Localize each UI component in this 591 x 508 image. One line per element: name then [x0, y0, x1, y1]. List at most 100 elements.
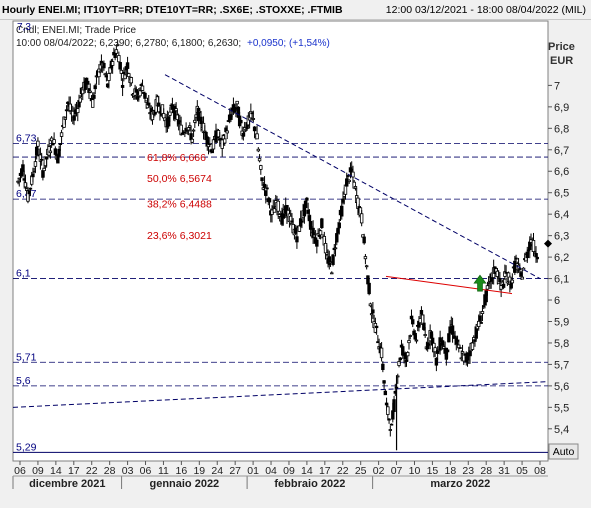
- candle-body: [157, 102, 161, 107]
- auto-button-label[interactable]: Auto: [553, 446, 575, 458]
- candle-body: [386, 406, 390, 415]
- candle-body: [364, 265, 369, 268]
- candle-body: [28, 187, 33, 190]
- y-tick-label-6,8: 6,8: [554, 123, 569, 135]
- candle-body: [48, 150, 53, 154]
- candle-body: [92, 94, 96, 99]
- legend-line-1: Cndl; ENEI.MI; Trade Price: [16, 25, 136, 36]
- candle-body: [470, 342, 475, 350]
- x-tick-label-28: 05: [516, 465, 528, 477]
- x-tick-label-14: 04: [265, 465, 277, 477]
- candle-body: [260, 177, 264, 182]
- candle-body: [33, 161, 38, 167]
- x-tick-label-4: 22: [86, 465, 98, 477]
- level-label-0: 6,73: [16, 132, 37, 144]
- x-tick-label-0: 06: [14, 465, 26, 477]
- price-chart[interactable]: 6,73 6,4 7 6,1 5,71 5,6 5,29 61,8% 6,666 50,0% 6…: [0, 20, 591, 508]
- candle-body: [347, 179, 351, 182]
- candle-body: [308, 220, 313, 230]
- candle-body: [190, 138, 195, 143]
- candle-body: [362, 236, 366, 244]
- candle-body: [223, 138, 227, 144]
- y-tick-label-6,7: 6,7: [554, 145, 569, 157]
- candle-body: [346, 175, 350, 177]
- candle-body: [196, 107, 201, 122]
- candle-body: [21, 164, 25, 172]
- candle-body: [257, 158, 262, 162]
- level-label-2: 6,1: [16, 268, 31, 280]
- candle-body: [484, 290, 488, 303]
- candle-body: [371, 309, 375, 314]
- candle-body: [440, 340, 445, 346]
- candle-body: [333, 247, 338, 250]
- candle-body: [383, 390, 388, 396]
- legend-change: +0,0950; (+1,54%): [247, 38, 330, 49]
- candle-body: [78, 97, 82, 103]
- x-tick-label-11: 24: [211, 465, 223, 477]
- candle-body: [411, 319, 415, 325]
- x-tick-label-8: 11: [158, 465, 169, 477]
- candle-body: [345, 178, 349, 187]
- candle-body: [330, 272, 334, 275]
- candle-body: [389, 423, 394, 426]
- fib-label-2: 38,2% 6,4488: [147, 199, 212, 211]
- candle-body: [267, 198, 272, 203]
- x-tick-label-26: 28: [480, 465, 492, 477]
- candle-body: [447, 333, 451, 343]
- candle-body: [434, 357, 439, 366]
- y-tick-label-5,4: 5,4: [554, 424, 569, 436]
- x-tick-label-21: 07: [391, 465, 403, 477]
- candle-body: [91, 99, 95, 108]
- x-tick-label-19: 25: [355, 465, 367, 477]
- candle-body: [392, 399, 396, 413]
- candle-body: [59, 132, 64, 137]
- candle-body: [211, 139, 216, 150]
- level-label-5: 5,29: [16, 441, 37, 453]
- candle-body: [119, 69, 124, 74]
- candle-body: [398, 357, 402, 361]
- candle-body: [31, 173, 35, 178]
- candle-body: [303, 200, 308, 209]
- candle-body: [337, 222, 341, 229]
- candle-body: [503, 271, 507, 277]
- y-tick-label-6,3: 6,3: [554, 231, 569, 243]
- candle-body: [255, 133, 259, 140]
- candle-body: [320, 218, 324, 229]
- candle-body: [514, 257, 518, 260]
- candle-body: [453, 335, 457, 339]
- candle-body: [531, 240, 536, 252]
- candle-body: [525, 251, 529, 259]
- candle-body: [359, 213, 364, 224]
- candle-body: [265, 187, 269, 190]
- y-tick-label-5,5: 5,5: [554, 402, 569, 414]
- chart-title: Hourly ENEI.MI; IT10YT=RR; DTE10YT=RR; .…: [2, 4, 343, 16]
- candle-body: [331, 254, 335, 265]
- candle-body: [174, 108, 178, 112]
- candle-body: [115, 44, 120, 47]
- candle-body: [93, 85, 97, 90]
- candle-body: [315, 239, 319, 247]
- candle-body: [191, 129, 196, 132]
- x-tick-label-9: 16: [176, 465, 188, 477]
- x-axis: 06 09 14 17 22 28 03 06 11 16 19 24 27 01 04 09 14 17 22 25…: [12, 461, 548, 490]
- candle-body: [42, 167, 46, 172]
- candle-body: [107, 73, 111, 81]
- candle-body: [34, 146, 39, 156]
- x-tick-label-29: 08: [534, 465, 546, 477]
- candle-body: [140, 85, 145, 91]
- candle-body: [110, 61, 115, 66]
- candle-body: [225, 130, 229, 134]
- x-tick-label-5: 28: [104, 465, 116, 477]
- candle-body: [340, 205, 344, 217]
- x-tick-label-1: 09: [32, 465, 44, 477]
- x-tick-label-17: 17: [319, 465, 331, 477]
- x-tick-label-22: 10: [409, 465, 421, 477]
- candle-body: [86, 80, 90, 85]
- auto-scale-button[interactable]: Auto: [548, 443, 579, 460]
- candle-body: [518, 268, 522, 270]
- trendline-red: [385, 275, 513, 295]
- candle-body: [36, 140, 40, 147]
- candle-body: [510, 279, 515, 284]
- buy-arrow-icon: [473, 274, 487, 292]
